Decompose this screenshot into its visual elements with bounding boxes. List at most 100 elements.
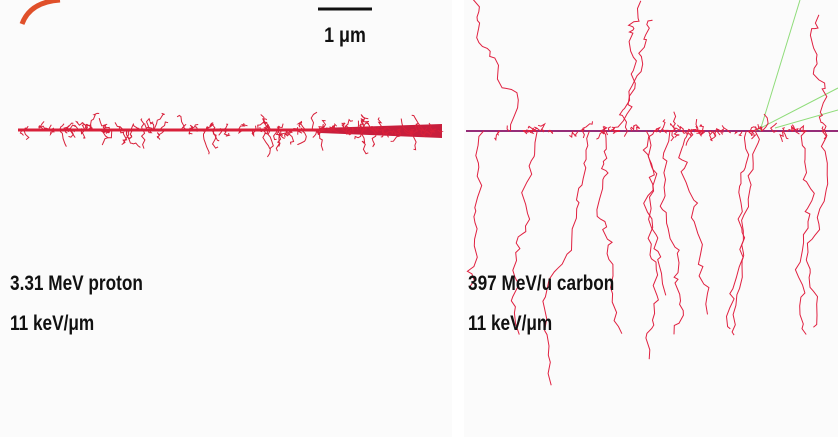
track (157, 121, 169, 132)
track (218, 127, 225, 136)
track (695, 119, 702, 132)
track (630, 125, 635, 132)
track (371, 126, 379, 133)
track (390, 129, 402, 142)
track (761, 113, 769, 132)
track (293, 126, 299, 131)
track (611, 129, 621, 133)
track (38, 125, 45, 131)
track (596, 130, 623, 334)
track (580, 128, 585, 132)
track (429, 128, 437, 133)
track (709, 130, 714, 141)
track (321, 119, 327, 131)
track (19, 129, 24, 136)
track (754, 0, 838, 132)
scale-bar-label: 1 μm (324, 24, 366, 48)
track (80, 126, 89, 135)
track (296, 120, 306, 131)
track (252, 125, 257, 132)
track (496, 130, 500, 136)
track (537, 122, 546, 132)
track (55, 123, 65, 131)
track (379, 127, 391, 132)
track (670, 130, 675, 142)
track (114, 122, 125, 133)
track (275, 129, 282, 147)
track (176, 114, 188, 131)
track (102, 123, 110, 131)
track (676, 124, 681, 132)
track (297, 129, 307, 146)
track (359, 119, 365, 131)
track (420, 129, 426, 138)
track (58, 129, 67, 147)
tracks-carbon (466, 0, 838, 386)
track (371, 129, 377, 148)
track (341, 122, 345, 131)
track (149, 120, 155, 131)
track (316, 126, 325, 132)
track (794, 130, 815, 335)
track (209, 122, 216, 131)
track (81, 123, 88, 131)
track (805, 130, 829, 328)
track (472, 0, 519, 132)
track (428, 122, 433, 131)
track (105, 129, 110, 135)
track (260, 114, 272, 131)
track (85, 123, 93, 131)
track (738, 130, 743, 137)
track (668, 130, 674, 132)
track (541, 128, 545, 133)
track (257, 126, 263, 133)
track (751, 130, 753, 137)
track (100, 129, 111, 134)
track (206, 126, 210, 132)
track (284, 129, 292, 137)
track (672, 111, 677, 132)
track (602, 126, 606, 132)
track (420, 127, 428, 132)
track (356, 120, 360, 131)
track (42, 124, 52, 131)
track (410, 128, 415, 133)
track (48, 127, 56, 137)
track (708, 130, 712, 136)
track (623, 130, 629, 137)
track (153, 112, 165, 131)
track (326, 122, 338, 133)
track (342, 129, 352, 136)
track (89, 112, 100, 131)
track (791, 127, 800, 135)
track (297, 128, 303, 135)
track (547, 129, 554, 135)
track (510, 130, 538, 335)
track (618, 19, 653, 132)
track (699, 123, 704, 132)
track (571, 130, 579, 137)
track (821, 126, 825, 132)
track (329, 126, 334, 131)
track (751, 130, 755, 135)
track (612, 0, 642, 132)
track (581, 121, 593, 132)
track (692, 128, 697, 132)
track (145, 117, 151, 131)
track (266, 129, 274, 158)
track (221, 129, 231, 137)
track (129, 129, 133, 138)
track (414, 123, 419, 133)
track (643, 130, 659, 360)
track (408, 129, 418, 151)
track (394, 128, 401, 136)
track (193, 124, 199, 132)
track (632, 124, 641, 132)
track (279, 129, 284, 136)
track (725, 130, 760, 330)
track (700, 130, 706, 136)
track (747, 130, 757, 140)
track (786, 128, 799, 132)
track (125, 129, 132, 140)
